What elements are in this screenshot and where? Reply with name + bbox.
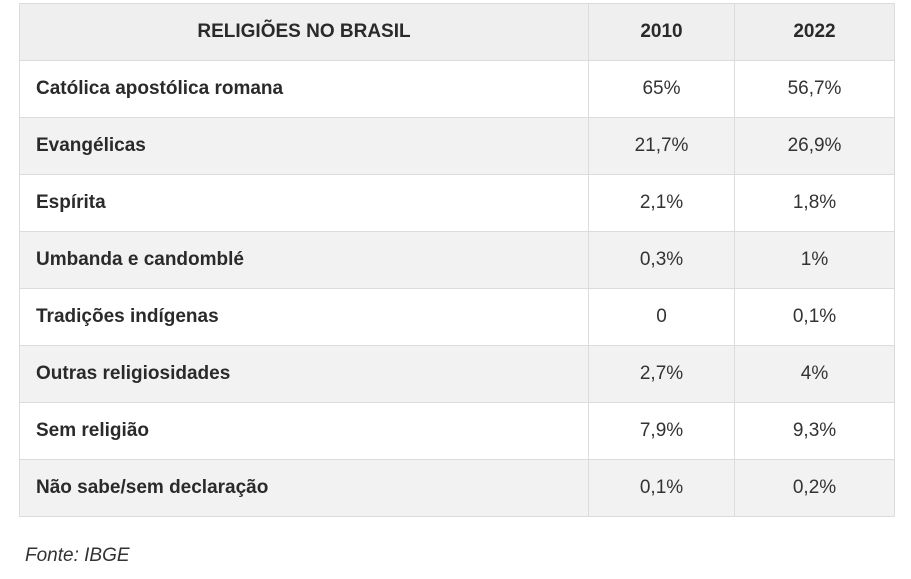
row-label: Sem religião: [19, 402, 589, 460]
value-2022: 26,9%: [734, 117, 895, 175]
row-label: Tradições indígenas: [19, 288, 589, 346]
value-2022: 9,3%: [734, 402, 895, 460]
source-caption: Fonte: IBGE: [25, 545, 130, 566]
table-header-row: RELIGIÕES NO BRASIL 2010 2022: [19, 3, 895, 61]
header-2010: 2010: [588, 3, 735, 61]
table-row: Evangélicas 21,7% 26,9%: [19, 117, 895, 175]
religion-table-container: RELIGIÕES NO BRASIL 2010 2022 Católica a…: [19, 3, 895, 517]
value-2022: 4%: [734, 345, 895, 403]
table-row: Tradições indígenas 0 0,1%: [19, 288, 895, 346]
table-row: Sem religião 7,9% 9,3%: [19, 402, 895, 460]
religion-table: RELIGIÕES NO BRASIL 2010 2022 Católica a…: [19, 3, 895, 517]
table-row: Não sabe/sem declaração 0,1% 0,2%: [19, 459, 895, 517]
value-2010: 2,1%: [588, 174, 735, 232]
row-label: Umbanda e candomblé: [19, 231, 589, 289]
table-row: Espírita 2,1% 1,8%: [19, 174, 895, 232]
value-2010: 0,1%: [588, 459, 735, 517]
value-2022: 1,8%: [734, 174, 895, 232]
value-2022: 56,7%: [734, 60, 895, 118]
row-label: Outras religiosidades: [19, 345, 589, 403]
row-label: Espírita: [19, 174, 589, 232]
row-label: Não sabe/sem declaração: [19, 459, 589, 517]
value-2010: 0,3%: [588, 231, 735, 289]
row-label: Evangélicas: [19, 117, 589, 175]
header-religion: RELIGIÕES NO BRASIL: [19, 3, 589, 61]
table-row: Umbanda e candomblé 0,3% 1%: [19, 231, 895, 289]
value-2010: 2,7%: [588, 345, 735, 403]
value-2010: 0: [588, 288, 735, 346]
table-row: Católica apostólica romana 65% 56,7%: [19, 60, 895, 118]
row-label: Católica apostólica romana: [19, 60, 589, 118]
table-row: Outras religiosidades 2,7% 4%: [19, 345, 895, 403]
value-2022: 1%: [734, 231, 895, 289]
value-2022: 0,2%: [734, 459, 895, 517]
value-2010: 65%: [588, 60, 735, 118]
value-2010: 21,7%: [588, 117, 735, 175]
value-2022: 0,1%: [734, 288, 895, 346]
header-2022: 2022: [734, 3, 895, 61]
value-2010: 7,9%: [588, 402, 735, 460]
